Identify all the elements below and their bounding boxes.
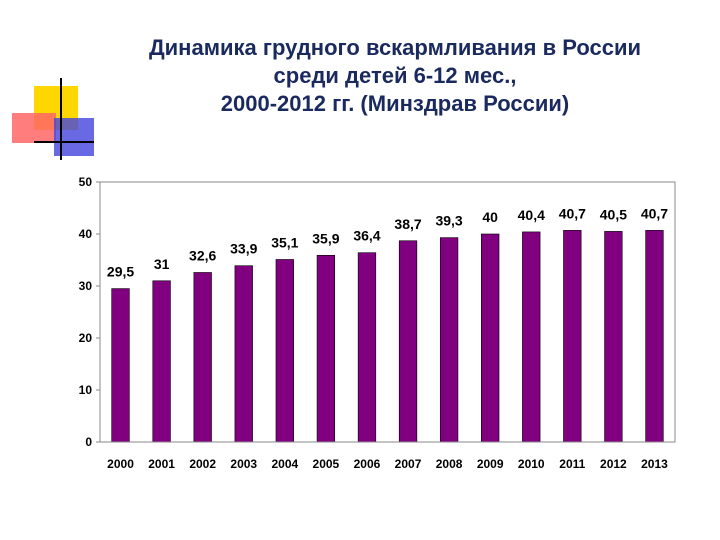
data-label: 35,9 (312, 230, 339, 246)
bar (316, 255, 336, 443)
bar (398, 240, 418, 443)
x-tick-label: 2009 (477, 457, 504, 471)
y-tick-label: 20 (79, 331, 93, 345)
x-tick-label: 2013 (641, 457, 668, 471)
bar (645, 230, 664, 443)
bar (152, 280, 171, 443)
bar (522, 231, 541, 443)
vertical-line (60, 78, 62, 160)
title-line-1: Динамика грудного вскармливания в России (148, 35, 642, 60)
x-tick-label: 2006 (354, 457, 381, 471)
y-tick-label: 10 (79, 383, 93, 397)
data-label: 39,3 (435, 213, 462, 229)
horizontal-line (34, 141, 94, 143)
data-label: 36,4 (353, 228, 380, 244)
x-tick-label: 2008 (436, 457, 463, 471)
y-tick-label: 50 (79, 175, 93, 189)
bar (234, 265, 253, 443)
bar (563, 230, 582, 443)
data-label: 40,5 (600, 206, 627, 222)
title-line-2: среди детей 6-12 мес., (273, 63, 517, 88)
bar (275, 259, 294, 443)
data-labels-group: 29,5 31 32,6 33,9 35,1 35,9 36,4 38,7 39,3 40 40,4… (107, 205, 668, 279)
x-tick-label: 2001 (148, 457, 175, 471)
data-label: 33,9 (230, 241, 257, 257)
x-tick-label: 2002 (189, 457, 216, 471)
plot-frame (99, 181, 676, 443)
y-tick-label: 0 (85, 435, 92, 449)
data-label: 29,5 (107, 264, 134, 280)
x-tick-label: 2005 (313, 457, 340, 471)
y-tick-label: 30 (79, 279, 93, 293)
x-tick-label: 2011 (559, 457, 585, 471)
data-label: 38,7 (394, 216, 421, 232)
data-label: 40,7 (641, 205, 668, 221)
x-tick-label: 2003 (230, 457, 257, 471)
data-label: 40 (482, 209, 498, 225)
bar (193, 272, 212, 443)
data-label: 35,1 (271, 234, 298, 250)
bar (481, 233, 500, 443)
y-tick-label: 40 (79, 227, 93, 241)
x-axis-labels: 2000 2001 2002 2003 2004 2005 2006 2007 2008 2009… (107, 457, 668, 471)
bar (111, 288, 130, 443)
x-tick-label: 2010 (518, 457, 545, 471)
bar (357, 252, 377, 443)
data-label: 40,7 (559, 205, 586, 221)
data-label: 32,6 (189, 247, 216, 263)
bar (439, 237, 459, 443)
x-tick-label: 2012 (600, 457, 627, 471)
data-label: 31 (154, 256, 170, 272)
title-line-3: 2000-2012 гг. (Минздрав России) (220, 91, 570, 116)
data-label: 40,4 (518, 207, 545, 223)
x-tick-label: 2000 (107, 457, 134, 471)
y-axis-ticks: 0 10 20 30 40 50 (79, 175, 100, 449)
x-tick-label: 2004 (271, 457, 298, 471)
page-title: Динамика грудного вскармливания в России… (100, 34, 690, 118)
bar (604, 231, 623, 443)
bars-group (111, 230, 664, 443)
x-tick-label: 2007 (395, 457, 422, 471)
red-square (12, 113, 56, 143)
